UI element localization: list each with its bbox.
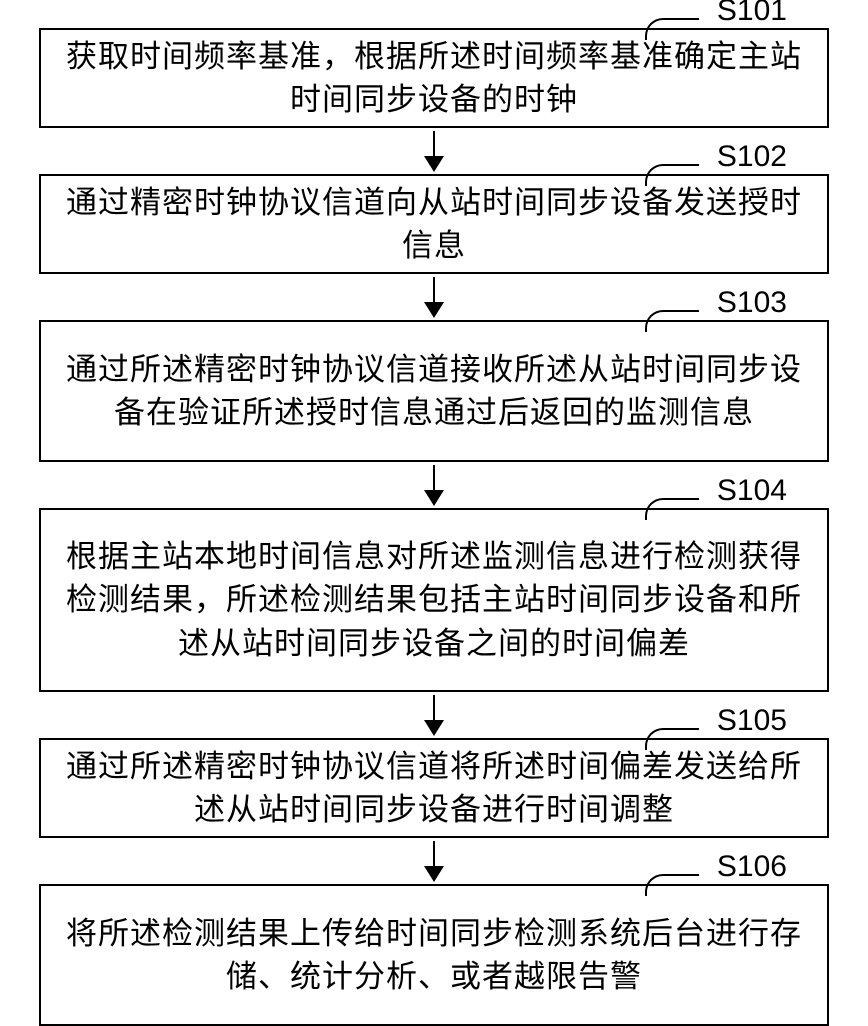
flow-step: S103 通过所述精密时钟协议信道接收所述从站时间同步设备在验证所述授时信息通过…: [39, 320, 829, 462]
step-leader: [645, 18, 699, 40]
flow-arrow: [424, 692, 444, 738]
flow-arrow: [424, 274, 444, 320]
arrow-head-icon: [424, 302, 444, 318]
step-id-label: S105: [717, 704, 787, 738]
step-text: 通过所述精密时钟协议信道接收所述从站时间同步设备在验证所述授时信息通过后返回的监…: [61, 348, 807, 435]
flow-step-box: 通过精密时钟协议信道向从站时间同步设备发送授时信息: [39, 174, 829, 274]
arrow-line: [433, 465, 436, 491]
flow-step: S104 根据主站本地时间信息对所述监测信息进行检测获得检测结果，所述检测结果包…: [39, 508, 829, 692]
arrow-line: [433, 277, 436, 303]
flow-arrow: [424, 128, 444, 174]
flow-arrow: [424, 462, 444, 508]
step-id-label: S104: [717, 474, 787, 508]
step-leader: [645, 874, 699, 896]
step-text: 将所述检测结果上传给时间同步检测系统后台进行存储、统计分析、或者越限告警: [61, 912, 807, 999]
step-text: 根据主站本地时间信息对所述监测信息进行检测获得检测结果，所述检测结果包括主站时间…: [61, 535, 807, 665]
step-leader: [645, 164, 699, 186]
flow-step: S102 通过精密时钟协议信道向从站时间同步设备发送授时信息: [39, 174, 829, 274]
flow-step-box: 通过所述精密时钟协议信道将所述时间偏差发送给所述从站时间同步设备进行时间调整: [39, 738, 829, 838]
arrow-head-icon: [424, 156, 444, 172]
step-leader: [645, 498, 699, 520]
arrow-line: [433, 695, 436, 721]
flow-arrow: [424, 838, 444, 884]
flow-step: S101 获取时间频率基准，根据所述时间频率基准确定主站时间同步设备的时钟: [39, 28, 829, 128]
flow-step: S106 将所述检测结果上传给时间同步检测系统后台进行存储、统计分析、或者越限告…: [39, 884, 829, 1026]
arrow-head-icon: [424, 866, 444, 882]
flow-step-box: 根据主站本地时间信息对所述监测信息进行检测获得检测结果，所述检测结果包括主站时间…: [39, 508, 829, 692]
arrow-head-icon: [424, 720, 444, 736]
flow-step-box: 将所述检测结果上传给时间同步检测系统后台进行存储、统计分析、或者越限告警: [39, 884, 829, 1026]
step-id-label: S101: [717, 0, 787, 28]
flow-step-box: 通过所述精密时钟协议信道接收所述从站时间同步设备在验证所述授时信息通过后返回的监…: [39, 320, 829, 462]
step-id-label: S106: [717, 850, 787, 884]
step-leader: [645, 728, 699, 750]
step-leader: [645, 310, 699, 332]
arrow-line: [433, 841, 436, 867]
step-text: 获取时间频率基准，根据所述时间频率基准确定主站时间同步设备的时钟: [61, 35, 807, 122]
arrow-head-icon: [424, 490, 444, 506]
flow-step-box: 获取时间频率基准，根据所述时间频率基准确定主站时间同步设备的时钟: [39, 28, 829, 128]
flowchart-container: S101 获取时间频率基准，根据所述时间频率基准确定主站时间同步设备的时钟 S1…: [0, 28, 868, 1026]
step-id-label: S103: [717, 286, 787, 320]
arrow-line: [433, 131, 436, 157]
flow-step: S105 通过所述精密时钟协议信道将所述时间偏差发送给所述从站时间同步设备进行时…: [39, 738, 829, 838]
step-id-label: S102: [717, 140, 787, 174]
step-text: 通过精密时钟协议信道向从站时间同步设备发送授时信息: [61, 181, 807, 268]
step-text: 通过所述精密时钟协议信道将所述时间偏差发送给所述从站时间同步设备进行时间调整: [61, 745, 807, 832]
